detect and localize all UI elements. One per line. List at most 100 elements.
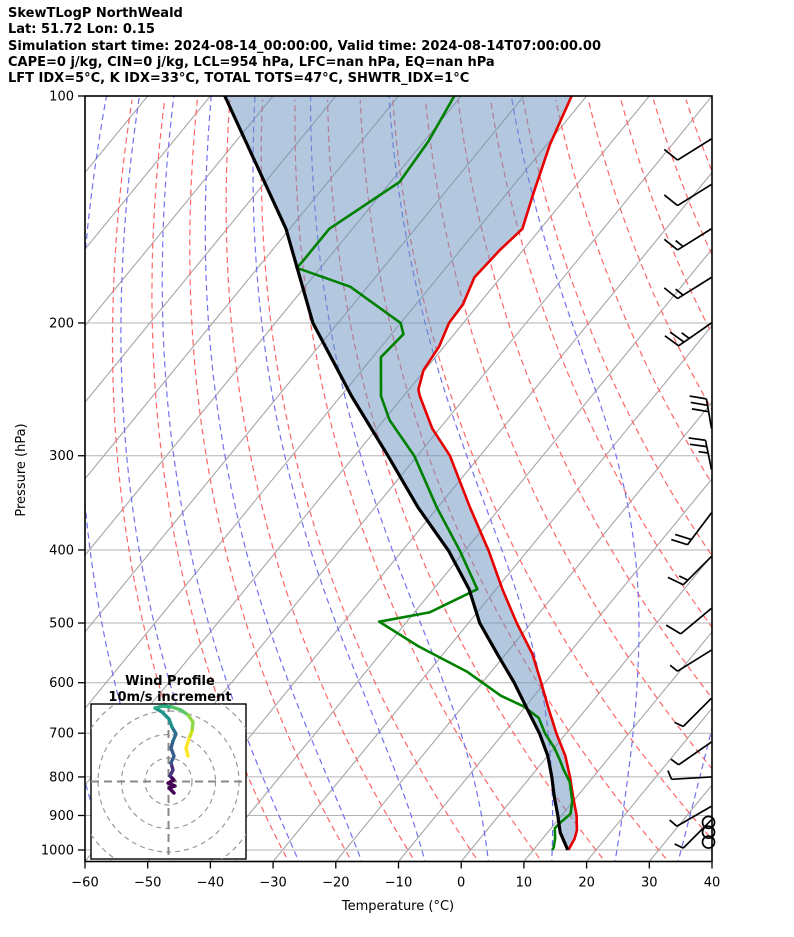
isotherm-line — [711, 860, 712, 862]
hodograph-trace-segment — [186, 713, 195, 733]
x-tick-label: −40 — [197, 876, 224, 891]
chart-title: SkewTLogP NorthWeald — [8, 6, 183, 21]
dewpoint-line — [295, 96, 574, 851]
x-axis-label: Temperature (°C) — [341, 899, 454, 914]
dry-adiabat-line — [784, 100, 794, 866]
isotherm-line — [85, 96, 337, 404]
wind-barb — [669, 649, 712, 672]
wind-barb — [663, 138, 712, 161]
dry-adiabat-line — [751, 100, 794, 866]
hodograph-trace-segment — [170, 705, 190, 717]
x-tick-label: 10 — [516, 876, 533, 891]
wind-barb — [688, 437, 713, 470]
time-line: Simulation start time: 2024-08-14_00:00:… — [8, 39, 601, 54]
sounding-profiles — [223, 96, 579, 851]
dry-adiabat-line — [260, 99, 480, 862]
y-tick-label: 300 — [49, 449, 74, 464]
moist-adiabat-line — [677, 725, 712, 862]
shaded-area — [224, 96, 577, 850]
parcel-line — [223, 96, 570, 851]
x-tick-label: 20 — [578, 876, 595, 891]
isotherm-line — [523, 630, 712, 862]
cape-cin-shade — [224, 96, 577, 850]
wind-barbs — [663, 138, 716, 849]
calm-wind-circle — [701, 825, 716, 840]
x-tick-label: −60 — [71, 876, 98, 891]
y-tick-label: 200 — [49, 316, 74, 331]
calm-wind-circle — [701, 835, 716, 849]
wind-barb — [664, 322, 712, 347]
wind-barb — [669, 805, 712, 827]
y-tick-label: 500 — [49, 617, 74, 632]
y-tick-label: 600 — [49, 676, 74, 691]
wind-barb — [667, 555, 713, 586]
wind-barb — [689, 395, 713, 429]
dry-adiabat-line — [620, 99, 712, 336]
y-tick-label: 400 — [49, 543, 74, 558]
wind-barb — [663, 228, 712, 251]
hodograph-trace-segment — [170, 725, 178, 743]
wind-barb — [663, 276, 712, 300]
isotherm-line — [85, 96, 274, 327]
dry-adiabat-line — [392, 99, 712, 841]
indices-line-2: LFT IDX=5°C, K IDX=33°C, TOTAL TOTS=47°C… — [8, 71, 469, 86]
indices-line-1: CAPE=0 j/kg, CIN=0 j/kg, LCL=954 hPa, LF… — [8, 55, 495, 70]
isotherm-line — [335, 401, 712, 862]
dry-adiabat-line — [189, 99, 353, 862]
moist-adiabat-line — [161, 96, 300, 862]
dry-adiabat-line — [555, 99, 712, 485]
dry-adiabat-line — [719, 100, 794, 866]
moist-adiabat-line — [310, 96, 490, 862]
x-tick-label: 40 — [704, 876, 721, 891]
x-tick-label: −20 — [322, 876, 349, 891]
moist-adiabat-line — [120, 96, 237, 862]
x-tick-label: 30 — [641, 876, 658, 891]
isotherm-line — [586, 707, 712, 862]
dry-adiabat-line — [652, 99, 712, 257]
hodograph-trace-segment — [169, 739, 176, 765]
y-tick-label: 100 — [49, 90, 74, 105]
dry-adiabat-line — [522, 99, 712, 557]
wind-barb — [667, 770, 712, 781]
moist-adiabat-line — [85, 96, 175, 862]
wind-barb — [674, 819, 713, 849]
wind-barb — [674, 697, 713, 728]
hodograph-trace-segment — [166, 774, 177, 795]
inset-title-line-2: 10m/s increment — [108, 690, 231, 705]
y-axis-label: Pressure (hPa) — [14, 423, 29, 516]
y-tick-label: 1000 — [41, 844, 74, 859]
isotherm-line — [272, 324, 712, 862]
hodograph-trace-segment — [184, 737, 191, 758]
x-tick-label: −50 — [134, 876, 161, 891]
isotherm-line — [147, 171, 712, 862]
isotherm-line — [398, 477, 712, 862]
wind-barb — [670, 741, 712, 766]
dry-adiabat-line — [587, 99, 712, 411]
dry-adiabat-line — [685, 99, 712, 173]
calm-wind-circle — [701, 815, 716, 830]
inset-title-line-1: Wind Profile — [125, 674, 215, 689]
x-tick-label: 0 — [457, 876, 465, 891]
hodograph-trace-segment — [153, 706, 174, 729]
hodograph-trace-segment — [168, 761, 175, 778]
y-tick-label: 700 — [49, 727, 74, 742]
hodograph-trace-segment — [153, 704, 174, 710]
location-line: Lat: 51.72 Lon: 0.15 — [8, 22, 155, 37]
plot-frame — [78, 95, 713, 869]
x-tick-label: −30 — [259, 876, 286, 891]
hodograph-inset — [90, 703, 247, 860]
x-tick-label: −10 — [385, 876, 412, 891]
y-tick-label: 900 — [49, 809, 74, 824]
isotherm-line — [85, 96, 211, 250]
isotherm-line — [209, 248, 712, 862]
wind-barb — [663, 183, 712, 207]
wind-barb — [671, 512, 713, 546]
isotherm-line — [460, 554, 712, 862]
moist-adiabat-line — [252, 96, 426, 862]
isotherm-line — [648, 784, 712, 862]
dry-adiabat-line — [225, 99, 416, 862]
dry-adiabat-line — [490, 99, 712, 629]
